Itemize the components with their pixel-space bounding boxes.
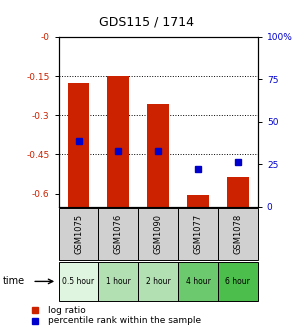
Bar xyxy=(227,177,249,207)
Text: log ratio: log ratio xyxy=(48,306,86,315)
Bar xyxy=(187,195,209,207)
Text: 2 hour: 2 hour xyxy=(146,277,171,286)
Text: percentile rank within the sample: percentile rank within the sample xyxy=(48,317,202,325)
Text: 0.5 hour: 0.5 hour xyxy=(62,277,95,286)
Text: GSM1075: GSM1075 xyxy=(74,214,83,254)
Text: GSM1076: GSM1076 xyxy=(114,214,123,254)
Bar xyxy=(147,103,169,207)
Text: 6 hour: 6 hour xyxy=(226,277,250,286)
Bar xyxy=(68,83,89,207)
Text: GSM1077: GSM1077 xyxy=(194,214,202,254)
Text: 1 hour: 1 hour xyxy=(106,277,131,286)
Text: 4 hour: 4 hour xyxy=(186,277,210,286)
Text: GSM1090: GSM1090 xyxy=(154,214,163,254)
Bar xyxy=(108,76,129,207)
Text: GDS115 / 1714: GDS115 / 1714 xyxy=(99,15,194,28)
Text: time: time xyxy=(3,277,25,286)
Text: GSM1078: GSM1078 xyxy=(234,214,242,254)
